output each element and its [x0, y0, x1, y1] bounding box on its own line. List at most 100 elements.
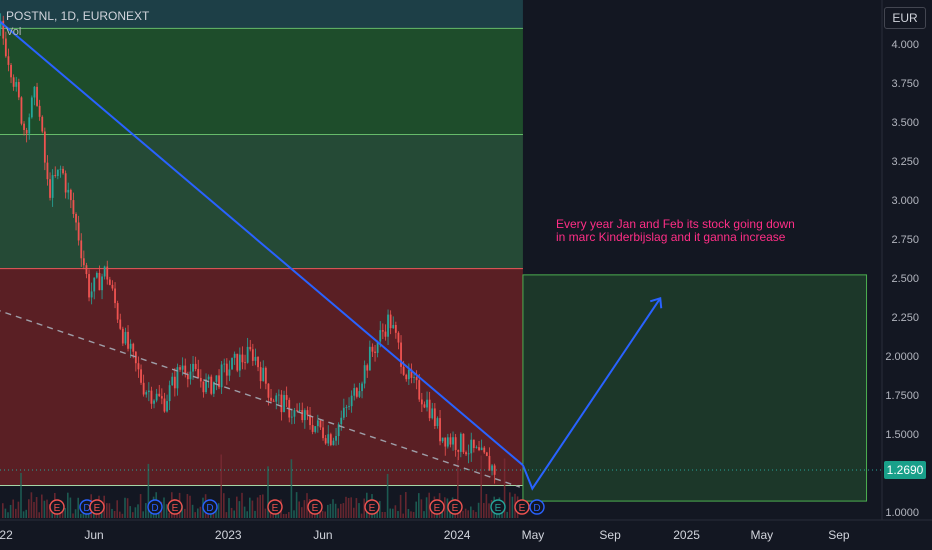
volume-bar: [402, 513, 404, 518]
volume-legend[interactable]: Vol: [6, 26, 22, 38]
candle-body: [337, 424, 340, 437]
x-tick-label: 2025: [673, 528, 700, 542]
y-tick-label: 1.7500: [885, 390, 919, 402]
event-marker: [267, 499, 283, 515]
candle-body: [483, 447, 486, 453]
candle-body: [298, 410, 301, 411]
zone-green-upper: [0, 28, 523, 135]
candle-body: [23, 123, 25, 131]
candle-body: [212, 381, 215, 394]
candle-body: [85, 265, 88, 275]
event-marker-label: E: [519, 503, 526, 514]
volume-bar: [509, 492, 511, 518]
candle-body: [0, 20, 2, 29]
candle-body: [153, 400, 155, 404]
candle-body: [301, 410, 304, 421]
candle-body: [33, 86, 36, 98]
candle-body: [54, 175, 57, 176]
volume-bar: [483, 502, 485, 518]
candle-body: [381, 330, 384, 332]
volume-bar: [189, 495, 191, 518]
volume-bar: [238, 501, 241, 518]
volume-bar: [191, 504, 194, 518]
volume-bar: [74, 509, 77, 518]
volume-bar: [61, 508, 64, 518]
volume-bar: [111, 508, 113, 518]
candle-body: [15, 82, 18, 87]
y-tick-label: 3.750: [891, 78, 919, 90]
candle-body: [101, 276, 103, 291]
volume-bar: [72, 513, 74, 518]
volume-bar: [282, 513, 285, 518]
volume-bar: [254, 510, 256, 518]
candle-body: [254, 356, 257, 361]
volume-bar: [100, 512, 103, 518]
candle-body: [457, 449, 460, 452]
candle-body: [283, 395, 285, 413]
candle-body: [436, 418, 439, 426]
candle-body: [215, 375, 218, 382]
event-marker: [364, 499, 380, 515]
candle-body: [402, 366, 405, 375]
volume-bar: [418, 493, 420, 518]
volume-bar: [30, 492, 33, 518]
x-tick-label: 2024: [444, 528, 471, 542]
candle-body: [475, 447, 478, 449]
candle-body: [306, 410, 309, 415]
candle-body: [413, 377, 415, 378]
candle-body: [405, 374, 408, 380]
volume-bar: [165, 504, 168, 518]
volume-bar: [298, 501, 300, 518]
volume-bar: [4, 508, 7, 518]
volume-bar: [28, 499, 30, 518]
candle-body: [4, 38, 7, 57]
volume-bar: [259, 494, 261, 518]
candle-body: [348, 406, 350, 407]
volume-bar: [181, 505, 183, 518]
x-tick-label: Sep: [599, 528, 621, 542]
event-marker: [147, 499, 163, 515]
volume-bar: [132, 512, 134, 518]
candle-body: [303, 410, 306, 421]
volume-bar: [379, 501, 381, 518]
candle-body: [426, 399, 428, 408]
volume-bar: [126, 498, 129, 518]
candle-body: [233, 353, 236, 358]
volume-bar: [147, 463, 150, 518]
y-tick-label: 3.000: [891, 195, 919, 207]
candle-body: [236, 353, 239, 371]
volume-bar: [77, 497, 79, 518]
volume-bar: [215, 506, 217, 518]
candle-body: [197, 369, 200, 378]
candle-body: [199, 377, 202, 382]
candle-body: [64, 173, 67, 193]
symbol-header[interactable]: POSTNL, 1D, EURONEXT: [6, 9, 150, 23]
candle-body: [129, 343, 132, 349]
volume-bar: [353, 507, 355, 518]
candle-body: [223, 363, 226, 365]
volume-bar: [511, 496, 514, 518]
candle-body: [329, 434, 332, 446]
candle-body: [262, 367, 265, 382]
candle-body: [231, 357, 233, 370]
volume-bar: [347, 497, 350, 518]
candle-body: [155, 393, 158, 401]
volume-bar: [389, 508, 391, 518]
candle-body: [428, 399, 431, 419]
candle-body: [147, 390, 150, 393]
volume-bar: [12, 499, 14, 518]
currency-button[interactable]: EUR: [884, 7, 926, 29]
candle-body: [285, 395, 288, 400]
volume-bar: [22, 511, 25, 518]
candle-body: [111, 284, 114, 289]
volume-bar: [415, 501, 417, 518]
y-tick-label: 2.500: [891, 273, 919, 285]
candle-body: [335, 436, 337, 441]
volume-bar: [329, 503, 332, 518]
candle-body: [275, 395, 278, 402]
volume-bar: [129, 506, 131, 518]
projection-arrow-head: [649, 296, 663, 309]
candle-body: [259, 367, 262, 382]
volume-bar: [397, 511, 399, 518]
